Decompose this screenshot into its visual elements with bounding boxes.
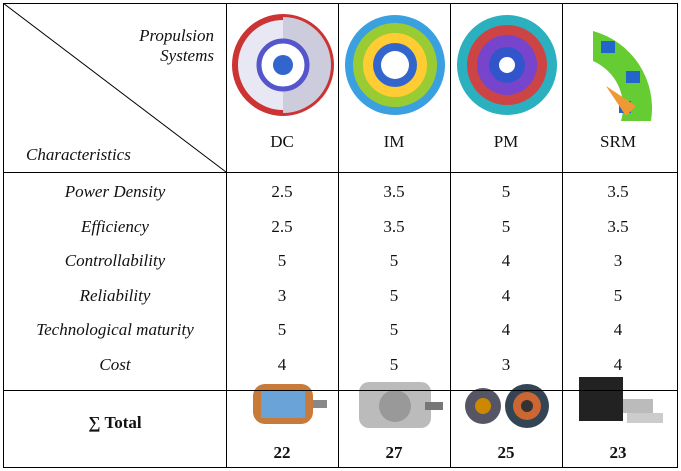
column-header: IM xyxy=(383,132,405,151)
row-label: Efficiency xyxy=(81,216,149,236)
total-value: 22 xyxy=(273,443,291,462)
cell-value: 5 xyxy=(389,320,399,339)
srm-motor-image xyxy=(579,377,663,423)
dc-image xyxy=(232,14,334,116)
row-label: Cost xyxy=(99,354,131,374)
cell-value: 5 xyxy=(277,251,287,270)
column-divider xyxy=(226,4,227,467)
cell-value: 3.5 xyxy=(607,182,629,201)
cell-value: 4 xyxy=(613,320,623,339)
cell-value: 5 xyxy=(389,285,399,305)
table-graphics xyxy=(3,3,663,428)
cell-value: 3 xyxy=(277,285,287,305)
row-divider xyxy=(4,172,677,173)
cell-value: 3.5 xyxy=(607,216,629,236)
cell-value: 5 xyxy=(277,320,287,339)
row-label: Reliability xyxy=(79,285,151,305)
pm-motor-image xyxy=(465,384,549,428)
cell-value: 3 xyxy=(501,354,511,374)
im-image xyxy=(345,15,445,115)
row-header-label: Characteristics xyxy=(26,145,131,164)
srm-image xyxy=(593,31,653,121)
column-header-label: Propulsion Systems xyxy=(139,26,214,65)
row-label: Controllability xyxy=(64,251,166,270)
column-header: SRM xyxy=(600,132,636,151)
column-header: DC xyxy=(270,132,294,151)
row-divider xyxy=(4,390,677,391)
column-divider xyxy=(338,4,339,467)
cell-value: 3.5 xyxy=(383,182,405,201)
cell-value: 5 xyxy=(389,354,399,374)
cell-value: 4 xyxy=(501,251,511,270)
im-motor-image xyxy=(359,382,443,428)
cell-value: 3.5 xyxy=(383,216,405,236)
cell-value: 5 xyxy=(501,216,511,236)
column-header: PM xyxy=(493,132,519,151)
cell-value: 4 xyxy=(277,354,287,374)
total-label: ∑ Total xyxy=(88,413,142,432)
cell-value: 4 xyxy=(501,320,511,339)
diagonal-line xyxy=(3,3,227,173)
row-label: Technological maturity xyxy=(36,320,194,339)
total-value: 25 xyxy=(497,443,515,462)
column-divider xyxy=(450,4,451,467)
column-divider xyxy=(562,4,563,467)
dc-motor-image xyxy=(253,384,327,424)
cell-value: 4 xyxy=(501,285,511,305)
cell-value: 2.5 xyxy=(271,216,293,236)
pm-image xyxy=(457,15,557,115)
total-value: 27 xyxy=(385,443,403,462)
cell-value: 2.5 xyxy=(271,182,293,201)
cell-value: 4 xyxy=(613,354,623,374)
cell-value: 5 xyxy=(389,251,399,270)
row-label: Power Density xyxy=(64,182,166,201)
comparison-table: Propulsion Systems Characteristics DC IM P… xyxy=(3,3,678,468)
cell-value: 3 xyxy=(613,251,623,270)
cell-value: 5 xyxy=(613,285,623,305)
cell-value: 5 xyxy=(501,182,511,201)
total-value: 23 xyxy=(609,443,627,462)
